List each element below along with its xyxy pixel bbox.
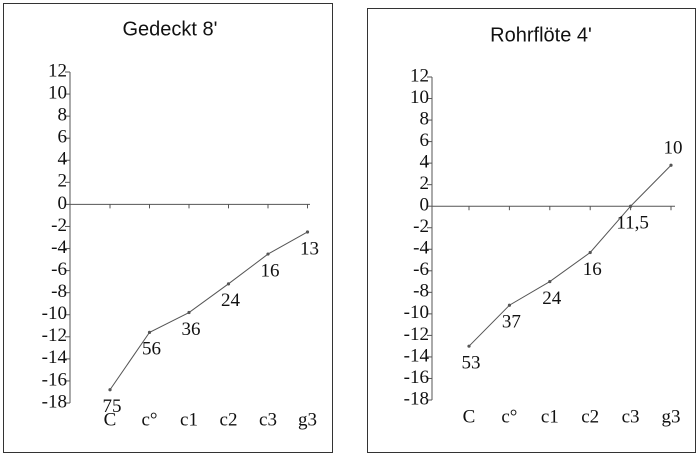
point-label: 16 — [261, 260, 280, 281]
point-label: 56 — [142, 339, 161, 360]
y-tick-label: -12 — [42, 325, 67, 346]
y-tick-label: -4 — [413, 238, 429, 259]
data-point — [669, 163, 673, 167]
x-tick-label: g3 — [298, 409, 317, 430]
y-tick-label: -18 — [404, 388, 429, 409]
y-tick-label: 10 — [48, 82, 67, 103]
y-tick-label: -6 — [51, 259, 67, 280]
y-tick-label: -18 — [42, 391, 67, 412]
data-point — [548, 279, 552, 284]
panel-frame — [3, 3, 333, 453]
y-tick-label: -16 — [42, 369, 67, 390]
point-label: 36 — [182, 319, 201, 340]
y-tick-label: -12 — [404, 324, 429, 345]
data-point — [629, 204, 633, 208]
y-tick-label: 8 — [420, 108, 430, 129]
y-tick-label: 12 — [410, 65, 429, 86]
data-point — [305, 230, 310, 234]
x-tick-label: c° — [141, 409, 157, 430]
panel-frame — [367, 8, 696, 453]
data-point — [108, 388, 112, 392]
y-tick-label: 12 — [48, 60, 67, 81]
point-label: 24 — [542, 288, 562, 309]
point-label: 37 — [502, 312, 521, 333]
point-label: 13 — [300, 238, 319, 259]
y-tick-label: 8 — [58, 104, 68, 125]
y-tick-label: 0 — [58, 193, 68, 214]
point-label: 16 — [583, 259, 602, 280]
x-tick-label: c3 — [622, 406, 640, 427]
y-tick-label: -8 — [51, 281, 67, 302]
point-label: 10 — [664, 138, 683, 159]
y-tick-label: -4 — [51, 237, 67, 258]
x-tick-label: c3 — [259, 409, 277, 430]
y-tick-label: 4 — [420, 151, 430, 172]
series-line — [468, 164, 672, 347]
point-label: 24 — [221, 290, 241, 311]
data-point — [266, 252, 270, 256]
y-tick-label: -10 — [404, 302, 429, 323]
data-point — [507, 303, 511, 307]
data-point — [467, 344, 471, 348]
chart-title: Gedeckt 8' — [123, 18, 218, 40]
y-tick-label: -14 — [42, 347, 68, 368]
y-tick-label: 6 — [58, 127, 68, 148]
y-tick-label: 2 — [420, 173, 430, 194]
data-point — [588, 250, 592, 255]
x-tick-label: g3 — [662, 406, 681, 427]
y-tick-label: -8 — [413, 281, 429, 302]
y-tick-label: 10 — [410, 87, 429, 108]
data-point — [147, 330, 152, 334]
data-point — [187, 310, 191, 315]
x-tick-label: c1 — [541, 406, 559, 427]
y-tick-label: -2 — [413, 216, 429, 237]
x-tick-label: c2 — [581, 406, 599, 427]
point-label: 11,5 — [616, 213, 649, 234]
y-tick-label: 4 — [58, 149, 68, 170]
point-label: 53 — [462, 353, 481, 374]
y-tick-label: -10 — [42, 303, 67, 324]
y-tick-label: -16 — [404, 367, 429, 388]
y-tick-label: 0 — [420, 195, 430, 216]
x-tick-label: c1 — [180, 409, 198, 430]
point-label: 75 — [103, 396, 122, 417]
chart-title: Rohrflöte 4' — [490, 24, 592, 46]
y-tick-label: 2 — [58, 171, 68, 192]
x-tick-label: c° — [501, 406, 517, 427]
y-tick-label: 6 — [420, 130, 430, 151]
series-line — [109, 231, 308, 391]
x-tick-label: c2 — [220, 409, 238, 430]
y-tick-label: -6 — [413, 259, 429, 280]
x-tick-label: C — [463, 406, 476, 427]
data-point — [226, 282, 231, 286]
x-tick-label: C — [104, 409, 117, 430]
y-tick-label: -2 — [51, 215, 67, 236]
y-tick-label: -14 — [404, 345, 430, 366]
